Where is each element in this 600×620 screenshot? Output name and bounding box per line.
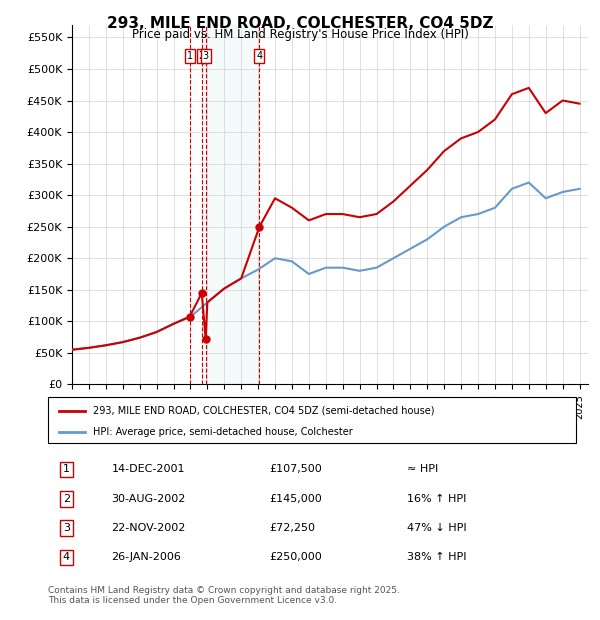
Text: 14-DEC-2001: 14-DEC-2001 [112,464,185,474]
Text: £107,500: £107,500 [270,464,323,474]
Text: 4: 4 [256,51,263,61]
Text: £145,000: £145,000 [270,494,323,504]
Text: 2: 2 [199,51,205,61]
Text: 1: 1 [187,51,193,61]
Text: 3: 3 [63,523,70,533]
Text: 30-AUG-2002: 30-AUG-2002 [112,494,186,504]
Text: 293, MILE END ROAD, COLCHESTER, CO4 5DZ (semi-detached house): 293, MILE END ROAD, COLCHESTER, CO4 5DZ … [93,405,434,416]
Text: 16% ↑ HPI: 16% ↑ HPI [407,494,466,504]
Text: 1: 1 [63,464,70,474]
Text: 293, MILE END ROAD, COLCHESTER, CO4 5DZ: 293, MILE END ROAD, COLCHESTER, CO4 5DZ [107,16,493,30]
Text: Price paid vs. HM Land Registry's House Price Index (HPI): Price paid vs. HM Land Registry's House … [131,28,469,41]
Bar [202,25,259,384]
Text: ≈ HPI: ≈ HPI [407,464,438,474]
Text: 4: 4 [63,552,70,562]
Text: HPI: Average price, semi-detached house, Colchester: HPI: Average price, semi-detached house,… [93,427,353,436]
Text: 2: 2 [63,494,70,504]
Text: £72,250: £72,250 [270,523,316,533]
Text: 3: 3 [203,51,209,61]
Text: Contains HM Land Registry data © Crown copyright and database right 2025.
This d: Contains HM Land Registry data © Crown c… [48,586,400,605]
Text: 26-JAN-2006: 26-JAN-2006 [112,552,181,562]
Text: 47% ↓ HPI: 47% ↓ HPI [407,523,467,533]
Text: £250,000: £250,000 [270,552,323,562]
Text: 22-NOV-2002: 22-NOV-2002 [112,523,186,533]
FancyBboxPatch shape [48,397,576,443]
Text: 38% ↑ HPI: 38% ↑ HPI [407,552,467,562]
